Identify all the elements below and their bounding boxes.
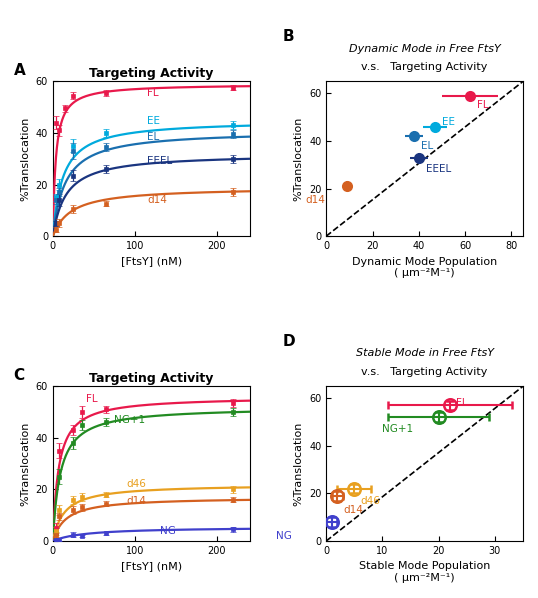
Text: FL: FL: [86, 394, 97, 404]
Y-axis label: %Translocation: %Translocation: [20, 422, 30, 506]
X-axis label: [FtsY] (nM): [FtsY] (nM): [121, 562, 182, 572]
Y-axis label: %Translocation: %Translocation: [20, 117, 30, 201]
Text: EL: EL: [421, 141, 434, 151]
Text: EL: EL: [147, 132, 159, 142]
Text: d14: d14: [343, 505, 363, 515]
Text: A: A: [13, 63, 25, 78]
Text: v.s.   Targeting Activity: v.s. Targeting Activity: [362, 62, 488, 72]
Text: C: C: [13, 368, 25, 383]
Text: EE: EE: [442, 117, 455, 127]
Text: EE: EE: [147, 117, 160, 126]
Text: B: B: [283, 29, 294, 44]
X-axis label: Stable Mode Population
( μm⁻²M⁻¹): Stable Mode Population ( μm⁻²M⁻¹): [359, 562, 490, 583]
Text: d46: d46: [360, 496, 380, 505]
Text: d46: d46: [127, 479, 146, 489]
Text: FL: FL: [477, 100, 489, 110]
Text: D: D: [283, 334, 295, 349]
Text: NG+1: NG+1: [383, 424, 414, 434]
Title: Targeting Activity: Targeting Activity: [89, 372, 214, 385]
Text: FL: FL: [147, 88, 159, 98]
Text: v.s.   Targeting Activity: v.s. Targeting Activity: [362, 367, 488, 377]
Text: d14: d14: [147, 195, 167, 205]
X-axis label: Dynamic Mode Population
( μm⁻²M⁻¹): Dynamic Mode Population ( μm⁻²M⁻¹): [352, 257, 497, 278]
Text: d14: d14: [127, 496, 146, 506]
X-axis label: [FtsY] (nM): [FtsY] (nM): [121, 257, 182, 267]
Text: Dynamic Mode in Free FtsY: Dynamic Mode in Free FtsY: [349, 44, 500, 54]
Text: Stable Mode in Free FtsY: Stable Mode in Free FtsY: [356, 349, 493, 358]
Text: NG: NG: [159, 526, 175, 536]
Text: EEEL: EEEL: [426, 164, 451, 175]
Text: EEEL: EEEL: [147, 156, 173, 166]
Text: NG+1: NG+1: [115, 415, 145, 425]
Text: d14: d14: [306, 196, 325, 206]
Text: NG: NG: [275, 531, 292, 541]
Y-axis label: %Translocation: %Translocation: [293, 422, 303, 506]
Y-axis label: %Translocation: %Translocation: [293, 117, 303, 201]
Text: FL: FL: [456, 398, 467, 408]
Title: Targeting Activity: Targeting Activity: [89, 67, 214, 80]
